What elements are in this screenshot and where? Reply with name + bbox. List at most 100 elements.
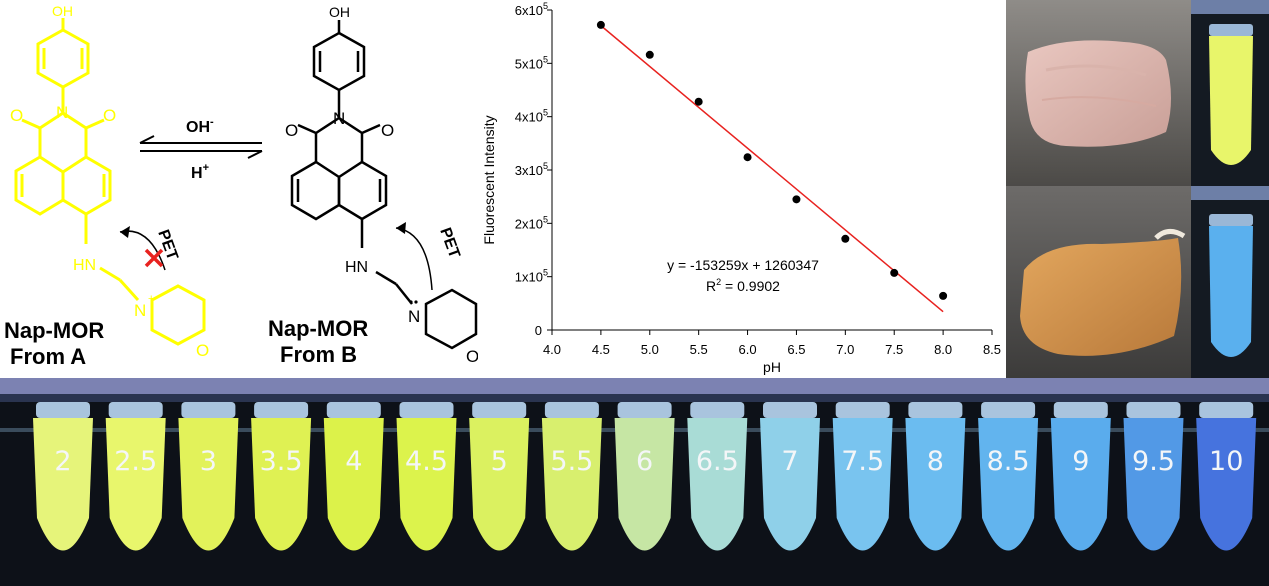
tube-cap [763, 402, 817, 418]
chart-fit-line [600, 25, 944, 313]
tube-cap [835, 402, 890, 418]
chart-y-tick-label: 2x105 [515, 214, 548, 231]
scheme-svg: OH O O N HN N + O PET Nap-MOR From A OH-… [4, 3, 478, 369]
ph-tube: 3 [178, 402, 239, 551]
ph-tube: 2 [33, 402, 93, 551]
form-b-pet-arrowhead [396, 222, 406, 234]
tube-ph-label: 2.5 [114, 446, 157, 477]
chart-x-tick-label: 7.0 [836, 342, 854, 357]
tube-body [396, 418, 457, 551]
tube-cap [908, 402, 963, 418]
tube-body [33, 418, 93, 551]
form-a-structure [14, 18, 206, 346]
equilibrium-arrows [139, 135, 263, 159]
tube-body [105, 418, 166, 551]
form-a-ring-o: O [196, 341, 209, 360]
raw-meat-sample [1025, 40, 1171, 147]
blocked-pet-cross-icon [144, 248, 164, 268]
form-a-morpholine [150, 284, 206, 346]
chart-x-tick-label: 4.0 [543, 342, 561, 357]
tube-body [614, 418, 675, 551]
tube-body [978, 418, 1039, 551]
tube-photo-fresh [1191, 0, 1269, 186]
chart-x-tick-label: 4.5 [592, 342, 610, 357]
chart-x-tick-label: 7.5 [885, 342, 903, 357]
ph-tube: 4.5 [396, 402, 457, 551]
tube-body [905, 418, 966, 551]
tube-ph-label: 9 [1072, 446, 1089, 477]
form-a-imide-n: N [56, 103, 68, 122]
tube-cap [544, 402, 599, 418]
form-a-naphthalene-right [61, 155, 112, 216]
ph-tube: 9.5 [1123, 402, 1184, 551]
tube-body [541, 418, 602, 551]
chart-y-tick-label: 0 [535, 323, 542, 338]
ph-tube: 8 [905, 402, 966, 551]
tube-ph-label: 9.5 [1132, 446, 1175, 477]
chart-y-tick-label: 4x105 [515, 108, 548, 125]
chart-r-squared: R2 = 0.9902 [706, 277, 780, 294]
chart-data-point [596, 20, 605, 29]
tube-cap [472, 402, 527, 418]
form-a-atoms: OH O O N HN N + O [10, 3, 209, 360]
ph-tube: 7 [760, 402, 820, 551]
form-b-naphthalene-right [337, 160, 388, 221]
tube-body [1123, 418, 1184, 551]
form-b-oh-label: OH [329, 4, 350, 20]
tubes-layer: 2 2.5 3 3.5 4 4.5 5 5.5 6 6.5 7 7.5 8 8.5 9 9.5 10 [33, 402, 1257, 551]
tube-ph-label: 5.5 [550, 446, 593, 477]
ph-tube: 2.5 [105, 402, 166, 551]
ph-tube: 9 [1050, 402, 1111, 551]
form-b-imide-n: N [333, 109, 345, 128]
spoiled-meat-photo [1006, 186, 1191, 378]
form-b-atoms: OH O O N HN N O [285, 4, 478, 366]
chart-y-tick-label: 5x105 [515, 54, 548, 71]
tube-body [469, 418, 530, 551]
form-a-subtitle: From A [10, 344, 86, 369]
tube-ph-label: 8 [927, 446, 944, 477]
ph-tube: 6.5 [687, 402, 748, 551]
tube-cap [981, 402, 1036, 418]
chart-x-tick-label: 6.5 [787, 342, 805, 357]
tube-ph-label: 10 [1209, 446, 1243, 477]
tube-body [323, 418, 384, 551]
chart-data-point [939, 291, 948, 300]
fresh-tube-body [1209, 36, 1253, 165]
form-b-subtitle: From B [280, 342, 357, 367]
tube-body [1050, 418, 1111, 551]
tube-ph-label: 3.5 [260, 446, 303, 477]
tube-cap [254, 402, 309, 418]
chart-x-tick-label: 8.5 [983, 342, 1001, 357]
form-a-oh-label: OH [52, 3, 73, 19]
ph-tube: 8.5 [978, 402, 1039, 551]
tube-body [832, 418, 893, 551]
tube-ph-label: 6 [636, 446, 653, 477]
chart-y-tick-label: 1x105 [515, 268, 548, 285]
ph-tube: 4 [323, 402, 384, 551]
ph-tube: 10 [1196, 402, 1257, 551]
chart-y-tick-label: 6x105 [515, 1, 548, 18]
equilibrium-backward-label: H+ [191, 162, 209, 182]
tube-ph-label: 6.5 [696, 446, 739, 477]
tube-series-svg: 2 2.5 3 3.5 4 4.5 5 5.5 6 6.5 7 7.5 8 8.5 9 9.5 10 [0, 378, 1269, 551]
reaction-scheme: OH O O N HN N + O PET Nap-MOR From A OH-… [0, 0, 478, 378]
ph-tube: 7.5 [832, 402, 893, 551]
form-b-pet-arrow [395, 227, 433, 291]
chart-data-point [645, 50, 654, 59]
tube-cap [1053, 402, 1108, 418]
tube-ph-label: 2 [54, 446, 71, 477]
tube-ph-label: 8.5 [987, 446, 1030, 477]
tube-ph-label: 4 [345, 446, 362, 477]
tube-cap [36, 402, 90, 418]
tube-body [760, 418, 820, 551]
tube-cap [399, 402, 454, 418]
chart-x-axis-label: pH [763, 359, 781, 375]
tube-ph-label: 7.5 [841, 446, 884, 477]
tube-cap [1199, 402, 1254, 418]
tube-body [178, 418, 239, 551]
chart-data-point [841, 234, 850, 243]
chart-data-point [792, 195, 801, 204]
lone-pair-dot [414, 300, 418, 304]
tube-ph-label: 3 [200, 446, 217, 477]
form-b-ring-o: O [466, 347, 478, 366]
